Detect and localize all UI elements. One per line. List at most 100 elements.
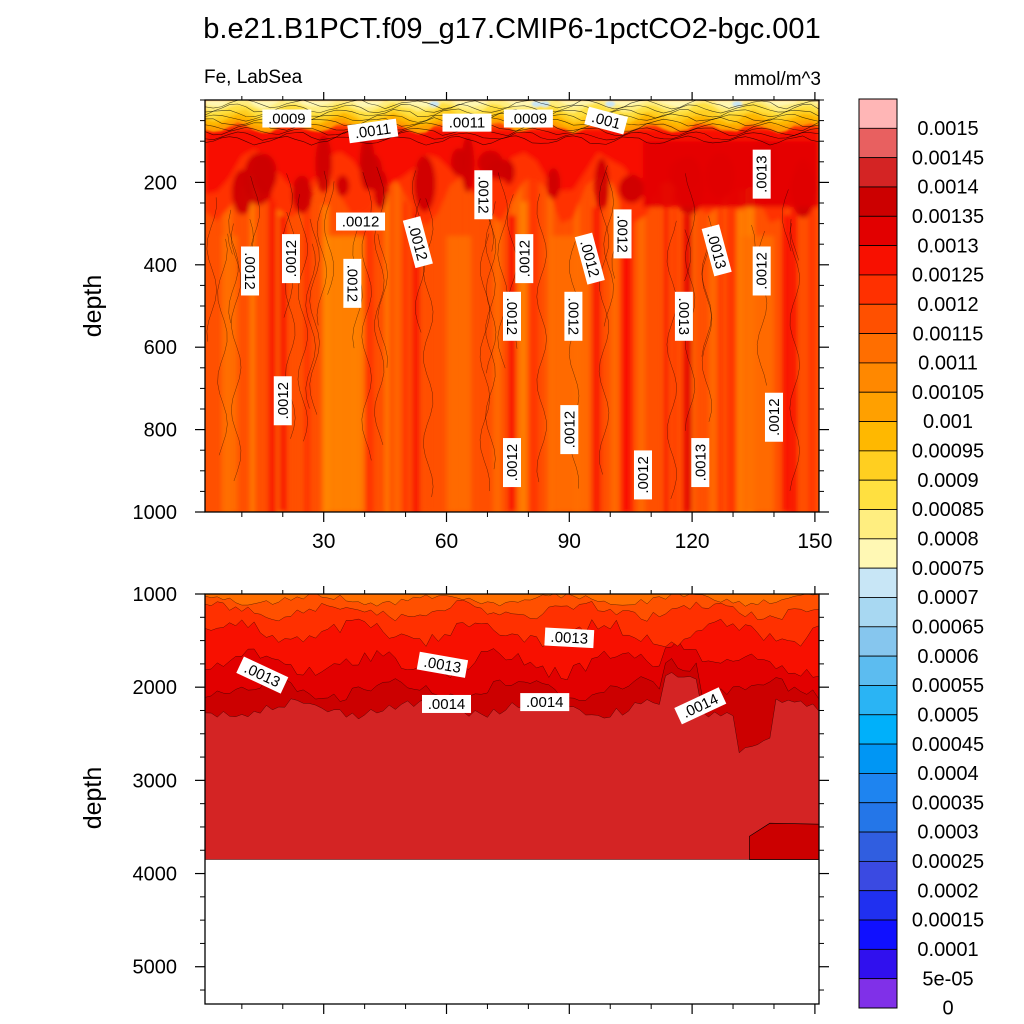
upper-contour-line xyxy=(205,100,819,110)
upper-contour-label-bg xyxy=(343,258,362,308)
upper-contour-label-text: .0012 xyxy=(275,382,292,420)
upper-contour-line xyxy=(684,173,696,431)
colorbar-swatch xyxy=(858,421,898,452)
upper-contour-line xyxy=(701,243,712,357)
upper-contour-label-bg xyxy=(674,291,693,341)
lower-band xyxy=(205,594,819,607)
colorbar-swatch xyxy=(858,685,898,716)
upper-streak xyxy=(646,202,654,512)
upper-contour-label: .0012 xyxy=(503,438,521,488)
upper-contour-label: .0009 xyxy=(503,109,553,128)
upper-contour-label-bg xyxy=(613,209,632,259)
upper-surface-layer xyxy=(205,100,819,109)
upper-dark-cell xyxy=(413,155,436,212)
upper-contour-label-bg xyxy=(752,246,771,296)
colorbar-label: 0.0014 xyxy=(917,177,978,199)
colorbar-label: 0.0002 xyxy=(917,880,978,902)
upper-contour-label: .0013 xyxy=(674,291,693,341)
upper-dark-cell xyxy=(315,135,332,193)
upper-contour-line xyxy=(230,223,242,482)
upper-contour-line xyxy=(305,243,316,409)
upper-contour-line xyxy=(205,126,819,137)
colorbar-label: 0.00065 xyxy=(912,616,984,638)
upper-contour-label-bg xyxy=(442,113,492,132)
upper-streak xyxy=(493,195,502,512)
upper-contour-line xyxy=(377,233,388,368)
upper-contour-line xyxy=(217,238,228,456)
lower-contour-label-bg xyxy=(236,656,289,694)
upper-contour-label: .0011 xyxy=(347,118,399,144)
upper-contour-line xyxy=(228,209,239,324)
upper-contour-line xyxy=(790,219,799,261)
upper-streak xyxy=(502,196,511,512)
upper-contour-label-text: .0012 xyxy=(504,444,521,482)
upper-contour-label: .0012 xyxy=(764,392,783,442)
upper-contour-label-bg xyxy=(474,170,493,220)
upper-x-tick-label: 90 xyxy=(558,530,581,553)
upper-contour-label-bg xyxy=(691,438,710,488)
upper-contour-label-bg xyxy=(574,232,605,285)
upper-streak xyxy=(484,186,497,512)
upper-contour-line xyxy=(536,193,547,483)
upper-streak xyxy=(610,183,620,512)
upper-contour-label-text: .0009 xyxy=(268,111,306,128)
colorbar-label: 0.0015 xyxy=(917,118,978,140)
upper-contour-label-bg xyxy=(633,450,652,500)
upper-contour-label-text: .0012 xyxy=(564,298,581,336)
upper-streak xyxy=(799,190,808,512)
upper-streak xyxy=(475,175,485,512)
upper-contour-label-text: .0012 xyxy=(516,240,533,278)
upper-streak xyxy=(817,207,819,512)
upper-streak xyxy=(601,189,606,512)
lower-panel: .0013.0013.0013.0014.0014.0014 100020003… xyxy=(79,584,829,1014)
upper-contour-line xyxy=(497,172,508,369)
upper-contour-labels: .0009 .0011 .0011 .0009 .001 .0013 .0012 .0012.… xyxy=(241,106,783,500)
upper-contour-label: .0012 xyxy=(281,234,300,284)
upper-contour-label: .0012 xyxy=(503,291,521,341)
colorbar-label: 0 xyxy=(942,998,953,1020)
upper-plot-area xyxy=(205,100,819,512)
colorbar-label: 0.00125 xyxy=(912,265,984,287)
upper-streak xyxy=(250,200,255,512)
upper-contour-label-text: .0013 xyxy=(754,155,771,193)
upper-streak xyxy=(664,205,669,512)
upper-streak xyxy=(403,201,409,512)
upper-texture xyxy=(205,128,819,512)
upper-streak xyxy=(655,185,662,512)
upper-contour-label: .0012 xyxy=(560,405,579,455)
lower-contour-label-bg xyxy=(520,693,570,712)
upper-streak xyxy=(394,175,400,512)
upper-streak xyxy=(718,205,723,512)
lower-y-tick-label: 4000 xyxy=(133,864,178,886)
upper-x-tick-label: 30 xyxy=(312,530,335,553)
colorbar-label: 0.00035 xyxy=(912,792,984,814)
upper-contour-label-text: .0012 xyxy=(754,252,771,290)
lower-y-tick-label: 2000 xyxy=(133,677,178,699)
upper-contour-label-text: .0012 xyxy=(561,411,578,449)
upper-contour-label-bg xyxy=(560,405,579,455)
upper-streak xyxy=(628,178,634,512)
upper-contour-label-text: .001 xyxy=(590,109,623,133)
upper-contour-label-bg xyxy=(564,291,583,341)
colorbar-label: 0.001 xyxy=(923,411,973,433)
colorbar-label: 0.00095 xyxy=(912,441,984,463)
colorbar-label: 0.00085 xyxy=(912,499,984,521)
lower-contour-label: .0014 xyxy=(520,693,570,712)
upper-deep-streak xyxy=(508,215,516,512)
upper-contour-label-text: .0011 xyxy=(354,120,392,142)
upper-streak xyxy=(439,185,445,512)
lower-bands xyxy=(205,594,819,860)
colorbar-swatch xyxy=(858,978,898,1009)
colorbar-label: 0.0009 xyxy=(917,470,978,492)
upper-contour-line xyxy=(598,165,610,475)
upper-contour-line xyxy=(684,229,692,282)
upper-contour-line xyxy=(352,224,363,349)
upper-contour-line xyxy=(309,218,320,415)
upper-streak xyxy=(412,203,420,512)
lower-y-axis-label: depth xyxy=(79,767,107,830)
upper-dark-cell xyxy=(291,175,313,214)
upper-streak xyxy=(709,207,717,512)
upper-streak xyxy=(295,169,300,512)
upper-contour-label: .0012 xyxy=(613,209,632,259)
upper-patch xyxy=(221,235,238,512)
